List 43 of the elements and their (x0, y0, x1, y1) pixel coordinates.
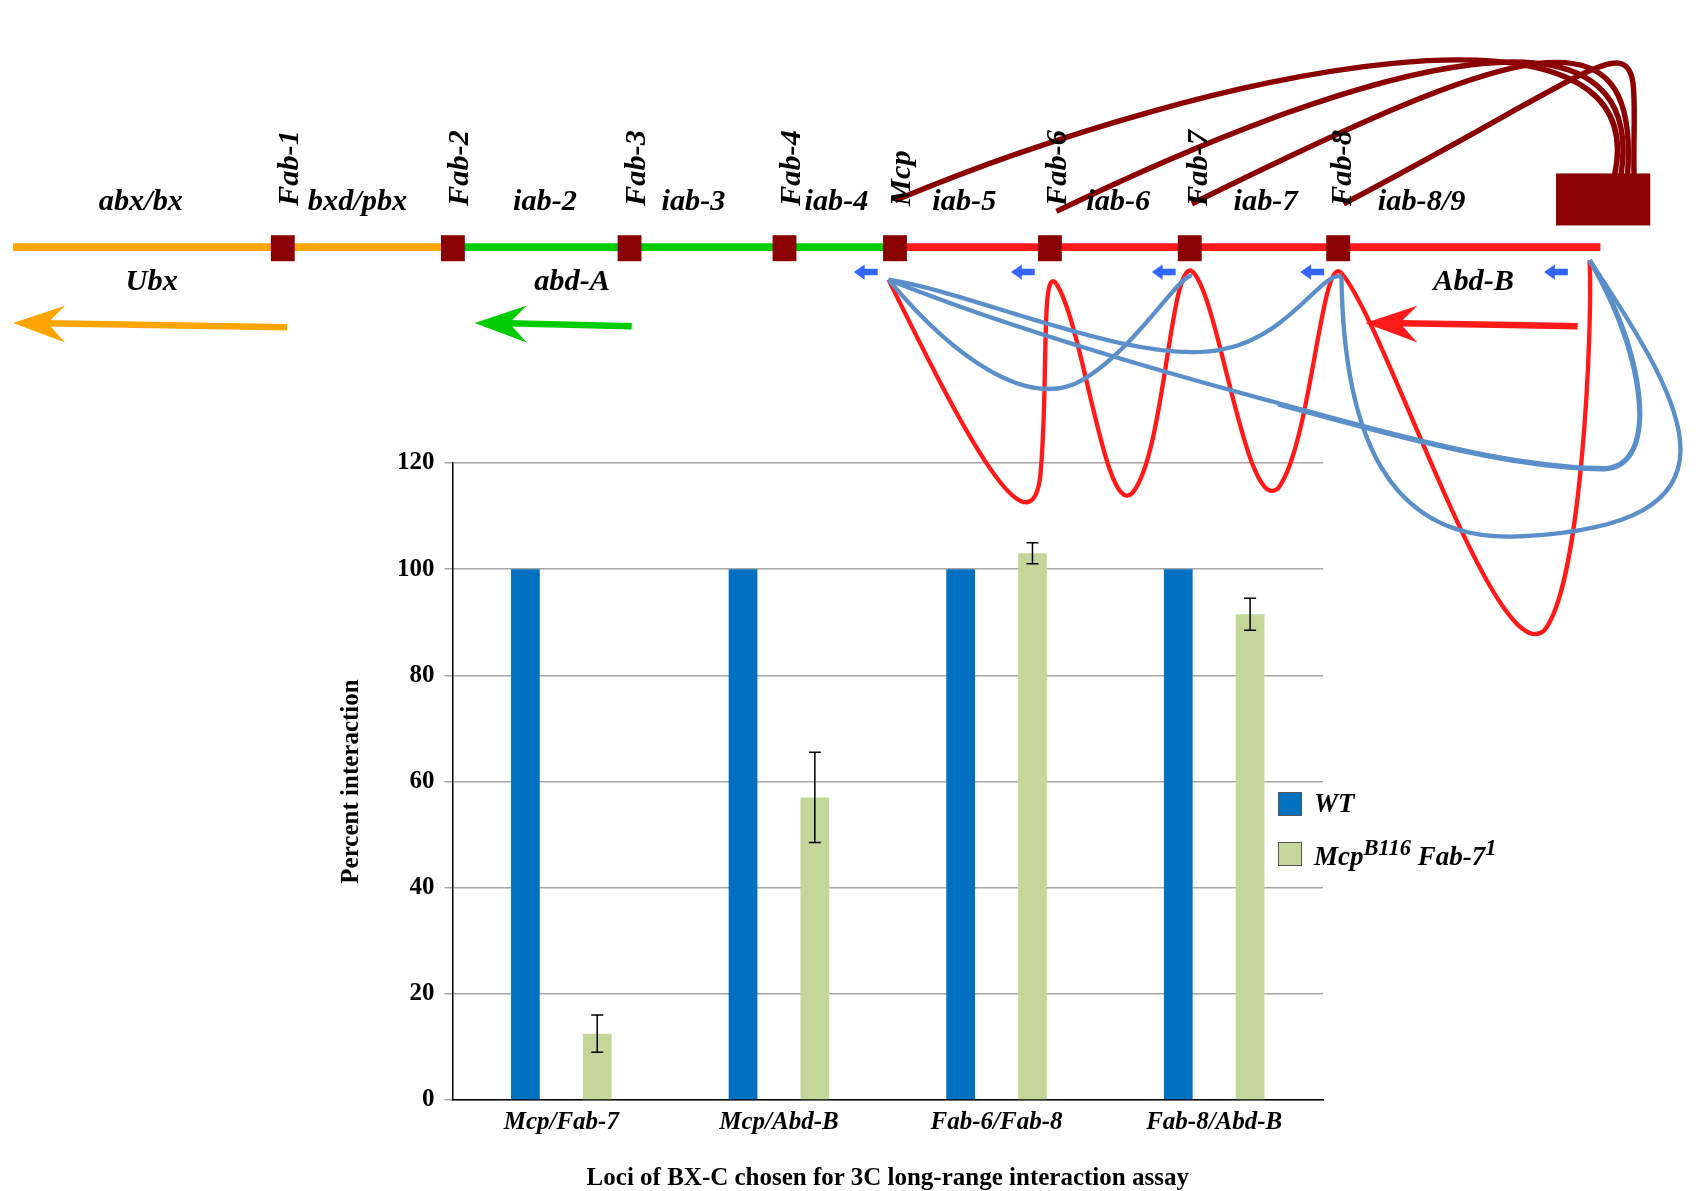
legend-label: WT (1314, 788, 1355, 819)
text: Abd-B (1431, 263, 1515, 298)
y-tick-label: 60 (409, 765, 435, 793)
text: iab-2 (513, 183, 578, 218)
legend-label: Mcp$^{B116}$ Fab-7$^{1}$ (1314, 835, 1497, 872)
text: iab-5 (932, 183, 997, 218)
x-tick-label: Mcp/Abd-B (718, 1107, 839, 1135)
bar (800, 797, 830, 1100)
text: Fab-1 (270, 130, 305, 207)
x-axis-title: Loci of BX-C chosen for 3C long-range interaction assay (586, 1163, 1190, 1191)
bar (582, 1033, 612, 1100)
y-tick-label: 40 (409, 872, 435, 900)
y-tick-label: 20 (409, 978, 435, 1006)
x-tick-label: Fab-8/Abd-B (1145, 1107, 1283, 1135)
bar (511, 569, 540, 1100)
text: Fab-4 (772, 130, 807, 207)
y-axis-title: Percent interaction (336, 679, 364, 884)
bar (728, 569, 758, 1100)
text: Fab-8 (1324, 130, 1359, 207)
text: Ubx (125, 263, 178, 298)
y-tick-label: 0 (422, 1084, 435, 1112)
text: abd-A (534, 263, 611, 298)
y-tick-label: 120 (397, 447, 435, 475)
text: iab-6 (1086, 183, 1152, 218)
text: bxd/pbx (307, 183, 408, 218)
text: Fab-6 (1039, 129, 1074, 207)
x-tick-label: Fab-6/Fab-8 (929, 1107, 1064, 1135)
text: iab-3 (661, 183, 726, 218)
bar (946, 569, 976, 1100)
text: abx/bx (98, 183, 183, 218)
text: iab-8/9 (1377, 183, 1466, 218)
y-tick-label: 80 (409, 659, 435, 687)
text: Fab-3 (617, 130, 652, 207)
bar (1018, 553, 1047, 1100)
text: Mcp (883, 150, 918, 207)
y-tick-label: 100 (397, 553, 435, 581)
text: iab-4 (804, 183, 869, 218)
x-tick-label: Mcp/Fab-7 (502, 1107, 621, 1135)
text: iab-7 (1233, 183, 1300, 218)
bar (1163, 569, 1193, 1100)
text: Fab-2 (441, 130, 476, 207)
bar (1235, 614, 1265, 1100)
text: Fab-7 (1180, 128, 1215, 207)
